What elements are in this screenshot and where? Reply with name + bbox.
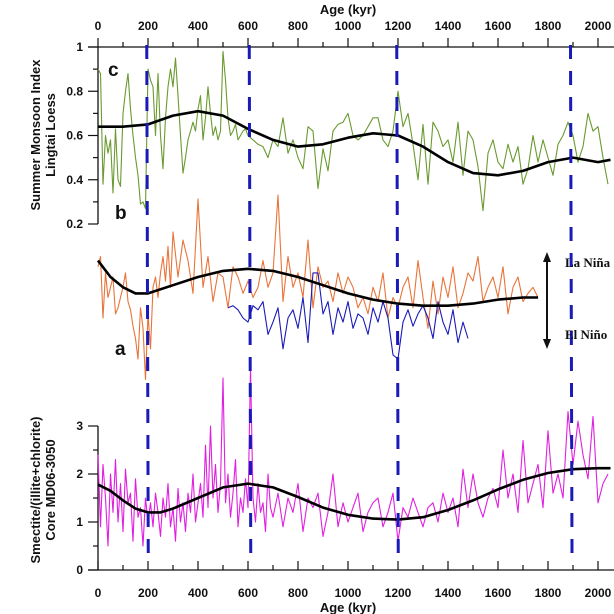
- bottom-x-axis-title: Age (kyr): [320, 600, 376, 614]
- series-b-2-trend: [96, 259, 538, 308]
- top-x-axis-title: Age (kyr): [320, 2, 376, 17]
- dashed-lines: [145, 44, 574, 557]
- bottom-x-tick-label: 1400: [435, 586, 462, 600]
- top-x-tick-label: 600: [238, 19, 258, 33]
- panel-c-ylabel-line2: Lingtai Loess: [43, 93, 58, 177]
- dashed-marker-line: [247, 44, 253, 557]
- la-nina-label: La Niña: [565, 255, 611, 270]
- panel-label-b: b: [115, 203, 127, 224]
- panel-c-y-tick-label: 1: [76, 40, 83, 54]
- top-x-tick-label: 1600: [485, 19, 512, 33]
- panel-a-y-tick-label: 3: [76, 419, 83, 433]
- bottom-x-tick-label: 400: [188, 586, 208, 600]
- series-b-1: [227, 272, 469, 360]
- dashed-marker-line: [569, 44, 574, 557]
- panel-label-a: a: [115, 339, 126, 360]
- dashed-marker-line: [145, 44, 150, 557]
- top-x-tick-label: 800: [288, 19, 308, 33]
- bottom-x-tick-label: 2000: [585, 586, 612, 600]
- bottom-x-tick-label: 600: [238, 586, 258, 600]
- panel-a-y-tick-label: 2: [76, 467, 83, 481]
- bottom-x-tick-label: 0: [95, 586, 102, 600]
- panel-c-y-ticks: 0.2 0.4 0.6 0.8 1: [66, 40, 98, 231]
- panel-a-y-tick-label: 1: [76, 515, 83, 529]
- panel-c-y-tick-label: 0.4: [66, 173, 83, 187]
- top-x-tick-label: 400: [188, 19, 208, 33]
- bottom-x-ticks: 0 200 400 600 800 1000 1200 1400 1600 1800 2000: [95, 561, 612, 600]
- panel-c-y-tick-label: 0.6: [66, 129, 83, 143]
- top-x-ticks: 0 200 400 600 800 1000 1200 1400 1600 1800 2000: [95, 19, 612, 47]
- el-nino-label: El Niño: [565, 327, 607, 342]
- top-x-tick-label: 2000: [585, 19, 612, 33]
- top-x-tick-label: 1800: [535, 19, 562, 33]
- top-x-tick-label: 1400: [435, 19, 462, 33]
- series-b-0: [97, 194, 539, 381]
- series-layer: [96, 50, 611, 547]
- panel-a-y-tick-label: 0: [76, 563, 83, 577]
- series-c-0: [97, 50, 609, 212]
- enso-double-arrow: [543, 252, 551, 349]
- panel-a-ylabel-line1: Smectite/(illite+chlorite): [28, 416, 43, 563]
- top-x-tick-label: 1000: [335, 19, 362, 33]
- series-c-1-trend: [98, 109, 611, 177]
- panel-a-ylabel-line2: Core MD06-3050: [43, 439, 58, 540]
- bottom-x-tick-label: 1200: [385, 586, 412, 600]
- bottom-x-tick-label: 1000: [335, 586, 362, 600]
- series-a-1-trend: [97, 466, 611, 521]
- panel-c-ylabel-line1: Summer Monsoon Index: [28, 59, 43, 211]
- panel-label-c: c: [108, 60, 119, 81]
- bottom-x-tick-label: 1600: [485, 586, 512, 600]
- top-x-tick-label: 1200: [385, 19, 412, 33]
- series-a-0: [97, 367, 609, 547]
- bottom-x-tick-label: 800: [288, 586, 308, 600]
- bottom-x-tick-label: 200: [138, 586, 158, 600]
- bottom-x-tick-label: 1800: [535, 586, 562, 600]
- top-x-tick-label: 0: [95, 19, 102, 33]
- panel-c-y-tick-label: 0.8: [66, 84, 83, 98]
- panel-c-y-tick-label: 0.2: [66, 217, 83, 231]
- panel-a-y-ticks: 0 1 2 3: [76, 419, 98, 577]
- top-x-tick-label: 200: [138, 19, 158, 33]
- dashed-marker-line: [395, 44, 400, 557]
